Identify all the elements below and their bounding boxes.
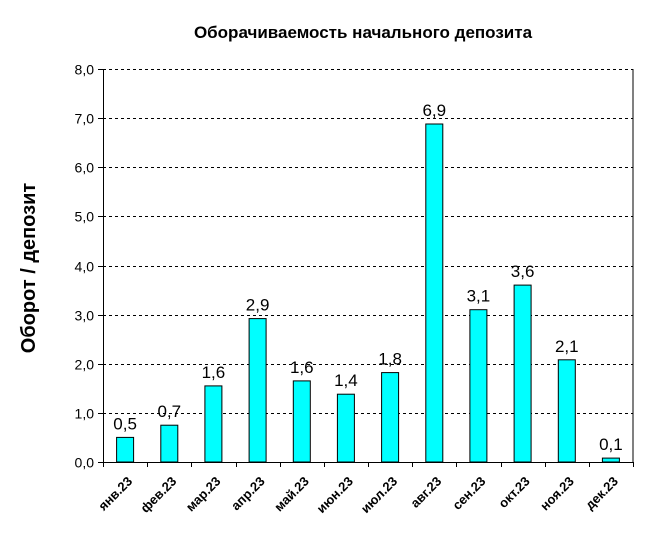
data-label: 1,4 bbox=[334, 371, 358, 390]
axes bbox=[103, 69, 634, 463]
bar bbox=[381, 372, 400, 463]
data-label: 2,9 bbox=[246, 296, 270, 315]
y-tick-label: 6,0 bbox=[75, 160, 95, 176]
x-tick-label: дек.23 bbox=[582, 474, 621, 513]
y-axis-ticks: 0,0 1,0 2,0 3,0 4,0 5,0 6,0 7,0 8,0 bbox=[75, 62, 103, 471]
bar bbox=[425, 123, 444, 463]
data-label: 0,5 bbox=[113, 414, 137, 433]
x-axis-ticks: янв.23 фев.23 мар.23 апр.23 май.23 июн.23 июл.… bbox=[95, 462, 634, 517]
data-label: 1,6 bbox=[290, 358, 314, 377]
bar bbox=[292, 380, 311, 463]
y-tick-label: 2,0 bbox=[75, 357, 95, 373]
y-tick-label: 5,0 bbox=[75, 209, 95, 225]
y-tick-label: 3,0 bbox=[75, 308, 95, 324]
data-label: 2,1 bbox=[555, 337, 579, 356]
bar bbox=[204, 385, 223, 463]
bar bbox=[557, 359, 576, 463]
data-label: 3,6 bbox=[511, 262, 535, 281]
data-label: 1,8 bbox=[378, 350, 402, 369]
y-tick-label: 4,0 bbox=[75, 259, 95, 275]
x-tick-label: июн.23 bbox=[314, 474, 356, 516]
y-tick-label: 7,0 bbox=[75, 111, 95, 127]
x-tick-label: апр.23 bbox=[228, 474, 268, 514]
y-axis-label: Оборот / депозит bbox=[18, 183, 40, 354]
bar bbox=[513, 284, 532, 463]
x-tick-label: фев.23 bbox=[137, 474, 179, 516]
bar bbox=[248, 318, 267, 463]
y-tick-label: 1,0 bbox=[75, 406, 95, 422]
data-label: 0,1 bbox=[599, 435, 623, 454]
data-label: 1,6 bbox=[202, 363, 226, 382]
x-tick-label: мар.23 bbox=[183, 474, 224, 515]
chart-title: Оборачиваемость начального депозита bbox=[194, 23, 533, 42]
gridlines bbox=[103, 69, 633, 414]
data-labels: 0,5 0,7 1,6 2,9 1,6 1,4 1,8 6,9 3,1 3,6 2,1 0,1 bbox=[113, 101, 622, 454]
bar bbox=[116, 436, 135, 463]
x-tick-label: май.23 bbox=[271, 474, 312, 515]
x-tick-label: ноя.23 bbox=[537, 474, 577, 514]
bar bbox=[469, 309, 488, 463]
x-tick-label: янв.23 bbox=[95, 474, 135, 514]
x-tick-label: сен.23 bbox=[449, 474, 488, 513]
bar bbox=[336, 393, 355, 463]
bars bbox=[116, 123, 620, 463]
y-tick-label: 0,0 bbox=[75, 455, 95, 471]
data-label: 0,7 bbox=[157, 402, 181, 421]
bar bbox=[160, 424, 179, 463]
data-label: 3,1 bbox=[467, 287, 491, 306]
x-tick-label: окт.23 bbox=[495, 474, 532, 511]
data-label: 6,9 bbox=[422, 101, 446, 120]
y-tick-label: 8,0 bbox=[75, 62, 95, 78]
x-tick-label: июл.23 bbox=[358, 474, 401, 517]
bar bbox=[601, 457, 620, 463]
x-tick-label: авг.23 bbox=[407, 474, 444, 511]
